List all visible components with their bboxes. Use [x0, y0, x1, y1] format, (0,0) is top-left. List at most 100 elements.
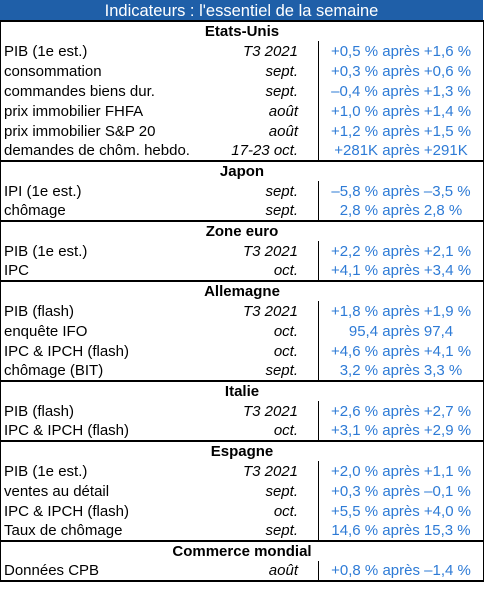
indicator-period: oct.: [273, 502, 298, 520]
indicator-row: consommation sept. +0,3 % après +0,6 %: [0, 61, 484, 81]
section-title: Commerce mondial: [0, 540, 484, 561]
indicator-name: IPI (1e est.): [0, 181, 213, 201]
indicator-period: août: [212, 561, 319, 582]
indicator-row: PIB (flash) T3 2021 +1,8 % après +1,9 %: [0, 301, 484, 321]
section-header: Zone euro: [0, 220, 484, 241]
indicator-value: +0,5 % après +1,6 %: [318, 41, 484, 61]
indicator-row: prix immobilier S&P 20 août +1,2 % après +…: [0, 121, 484, 141]
indicator-name: IPC & IPCH (flash): [0, 421, 213, 441]
indicator-name: PIB (flash): [0, 401, 213, 421]
indicator-value: +2,2 % après +2,1 %: [318, 241, 484, 261]
indicator-name: Taux de chômage: [0, 521, 213, 541]
indicator-name: IPC & IPCH (flash): [0, 341, 213, 361]
indicator-period: oct.: [273, 262, 298, 279]
sheet-title: Indicateurs : l'essentiel de la semaine: [0, 0, 483, 20]
indicator-row: IPC & IPCH (flash) oct. +5,5 % après +4,0 …: [0, 501, 484, 521]
indicator-row: prix immobilier FHFA août +1,0 % après +1,…: [0, 101, 484, 121]
indicator-value: 3,2 % après 3,3 %: [318, 361, 484, 381]
indicator-period: sept.: [265, 82, 298, 100]
indicator-row: IPC & IPCH (flash) oct. +3,1 % après +2,9 …: [0, 421, 484, 441]
indicators-table: Etats-Unis PIB (1e est.) T3 2021 +0,5 % apr…: [0, 20, 484, 582]
indicator-value: +1,2 % après +1,5 %: [318, 121, 484, 141]
indicator-row: IPC & IPCH (flash) oct. +4,6 % après +4,1 …: [0, 341, 484, 361]
indicator-name: commandes biens dur.: [0, 81, 213, 101]
indicator-name: prix immobilier FHFA: [0, 101, 213, 121]
section-header: Commerce mondial: [0, 540, 484, 561]
indicator-value: –0,4 % après +1,3 %: [318, 81, 484, 101]
section-header: Allemagne: [0, 280, 484, 301]
section-title: Espagne: [0, 440, 484, 461]
indicator-row: Taux de chômage sept. 14,6 % après 15,3 %: [0, 521, 484, 541]
indicator-name: PIB (1e est.): [0, 41, 213, 61]
indicator-period: sept.: [265, 482, 298, 500]
indicator-period: oct.: [273, 322, 298, 340]
indicator-name: IPC: [0, 261, 213, 281]
indicator-name: demandes de chôm. hebdo.: [0, 141, 213, 161]
indicator-value: +281K après +291K: [318, 141, 484, 161]
section-title: Italie: [0, 380, 484, 401]
indicator-name: prix immobilier S&P 20: [0, 121, 213, 141]
section-header: Etats-Unis: [0, 20, 484, 41]
indicator-period: sept.: [265, 202, 298, 219]
indicator-value: +5,5 % après +4,0 %: [318, 501, 484, 521]
indicator-value: +0,8 % après –1,4 %: [318, 561, 484, 582]
indicator-row: demandes de chôm. hebdo. 17-23 oct. +281K …: [0, 141, 484, 161]
indicator-row: commandes biens dur. sept. –0,4 % après +1…: [0, 81, 484, 101]
indicator-period: sept.: [265, 362, 298, 379]
indicator-row: Données CPB août +0,8 % après –1,4 %: [0, 561, 484, 582]
indicator-row: PIB (flash) T3 2021 +2,6 % après +2,7 %: [0, 401, 484, 421]
indicator-name: consommation: [0, 61, 213, 81]
section-title: Zone euro: [0, 220, 484, 241]
indicator-period: sept.: [265, 522, 298, 539]
indicator-name: PIB (1e est.): [0, 461, 213, 481]
indicator-name: Données CPB: [0, 561, 213, 582]
section-title: Japon: [0, 160, 484, 181]
section-header: Espagne: [0, 440, 484, 461]
section-header: Japon: [0, 160, 484, 181]
indicator-row: enquête IFO oct. 95,4 après 97,4: [0, 321, 484, 341]
indicator-name: IPC & IPCH (flash): [0, 501, 213, 521]
indicator-value: +4,1 % après +3,4 %: [318, 261, 484, 281]
indicator-value: +4,6 % après +4,1 %: [318, 341, 484, 361]
indicator-period: août: [268, 122, 298, 140]
indicator-period: T3 2021: [242, 402, 298, 420]
indicator-name: PIB (flash): [0, 301, 213, 321]
indicator-period: août: [268, 102, 298, 120]
indicator-period: sept.: [265, 182, 298, 200]
indicator-period: oct.: [273, 342, 298, 360]
indicator-period: sept.: [265, 62, 298, 80]
indicator-value: 14,6 % après 15,3 %: [318, 521, 484, 541]
indicator-value: +0,3 % après –0,1 %: [318, 481, 484, 501]
indicator-name: chômage: [0, 201, 213, 221]
indicator-period: T3 2021: [242, 462, 298, 480]
indicator-value: 2,8 % après 2,8 %: [318, 201, 484, 221]
indicator-row: PIB (1e est.) T3 2021 +0,5 % après +1,6 %: [0, 41, 484, 61]
indicator-row: PIB (1e est.) T3 2021 +2,2 % après +2,1 %: [0, 241, 484, 261]
indicator-value: +2,0 % après +1,1 %: [318, 461, 484, 481]
indicator-row: IPI (1e est.) sept. –5,8 % après –3,5 %: [0, 181, 484, 201]
indicator-row: ventes au détail sept. +0,3 % après –0,1 %: [0, 481, 484, 501]
indicator-row: chômage sept. 2,8 % après 2,8 %: [0, 201, 484, 221]
indicator-value: +1,0 % après +1,4 %: [318, 101, 484, 121]
indicator-name: enquête IFO: [0, 321, 213, 341]
indicator-period: T3 2021: [242, 242, 298, 260]
indicator-row: PIB (1e est.) T3 2021 +2,0 % après +1,1 %: [0, 461, 484, 481]
indicator-value: +3,1 % après +2,9 %: [318, 421, 484, 441]
indicator-period: 17-23 oct.: [231, 142, 298, 159]
indicator-row: IPC oct. +4,1 % après +3,4 %: [0, 261, 484, 281]
indicator-value: –5,8 % après –3,5 %: [318, 181, 484, 201]
indicator-value: 95,4 après 97,4: [318, 321, 484, 341]
indicator-name: chômage (BIT): [0, 361, 213, 381]
indicator-value: +0,3 % après +0,6 %: [318, 61, 484, 81]
indicator-name: PIB (1e est.): [0, 241, 213, 261]
section-title: Allemagne: [0, 280, 484, 301]
indicator-row: chômage (BIT) sept. 3,2 % après 3,3 %: [0, 361, 484, 381]
indicator-period: T3 2021: [242, 42, 298, 60]
section-title: Etats-Unis: [0, 20, 484, 41]
indicator-value: +1,8 % après +1,9 %: [318, 301, 484, 321]
indicator-period: T3 2021: [242, 302, 298, 320]
indicator-value: +2,6 % après +2,7 %: [318, 401, 484, 421]
section-header: Italie: [0, 380, 484, 401]
indicator-period: oct.: [273, 422, 298, 439]
